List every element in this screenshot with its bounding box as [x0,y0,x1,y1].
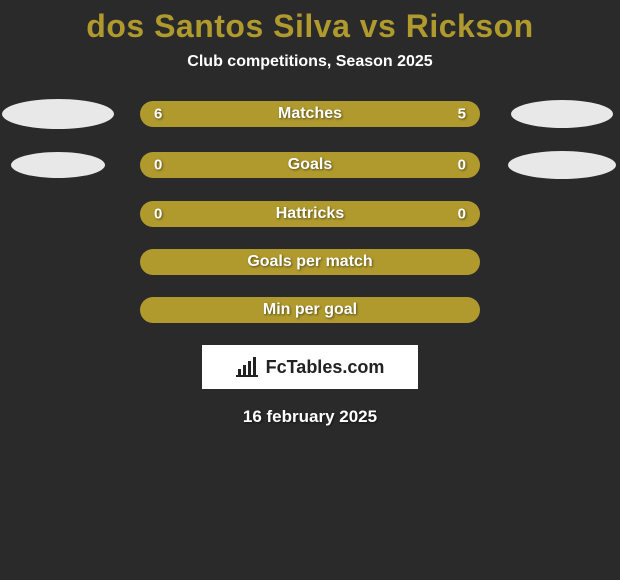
ellipse-slot-left [2,99,114,129]
ellipse-marker [11,152,105,178]
stat-label: Goals per match [247,253,372,271]
stat-row: 6 Matches 5 [0,99,620,129]
comparison-panel: dos Santos Silva vs Rickson Club competi… [0,0,620,427]
stat-row: 0 Goals 0 [0,151,620,179]
stat-value-right: 5 [458,106,466,123]
stat-label: Matches [278,105,342,123]
logo-box: FcTables.com [202,345,418,389]
stat-value-right: 0 [458,157,466,174]
stat-value-left: 6 [154,106,162,123]
stat-bar: 0 Goals 0 [140,152,480,178]
stat-value-right: 0 [458,206,466,223]
stat-label: Min per goal [263,301,357,319]
ellipse-marker [2,99,114,129]
subtitle: Club competitions, Season 2025 [0,53,620,71]
stat-label: Hattricks [276,205,344,223]
ellipse-slot-right [506,151,618,179]
stat-row: 0 Hattricks 0 [0,201,620,227]
date-line: 16 february 2025 [0,407,620,427]
stat-bar: Goals per match [140,249,480,275]
barchart-icon [236,357,260,377]
ellipse-marker [508,151,616,179]
stat-rows: 6 Matches 5 0 Goals 0 0 Hattricks 0 Goals per mat… [0,99,620,323]
logo-text: FcTables.com [266,357,385,378]
ellipse-marker [511,100,613,128]
stat-value-left: 0 [154,157,162,174]
stat-bar: Min per goal [140,297,480,323]
stat-bar: 0 Hattricks 0 [140,201,480,227]
page-title: dos Santos Silva vs Rickson [0,8,620,45]
stat-bar: 6 Matches 5 [140,101,480,127]
stat-row: Goals per match [0,249,620,275]
ellipse-slot-left [2,152,114,178]
ellipse-slot-right [506,100,618,128]
stat-row: Min per goal [0,297,620,323]
stat-value-left: 0 [154,206,162,223]
stat-label: Goals [288,156,332,174]
